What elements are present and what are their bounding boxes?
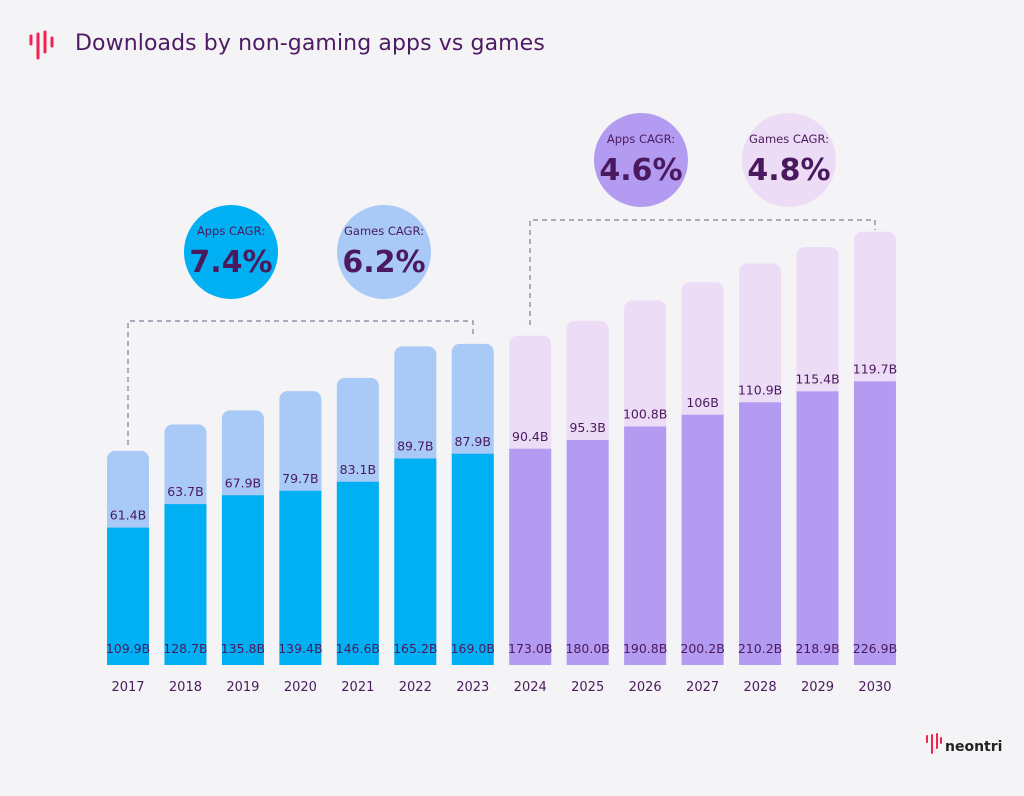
label-games-2021: 83.1B — [340, 462, 376, 477]
label-apps-2017: 109.9B — [106, 641, 150, 656]
label-apps-2020: 139.4B — [278, 641, 322, 656]
cagr-value-historic_games: 6.2% — [342, 245, 425, 280]
neontri-logo-icon — [28, 30, 58, 66]
cagr-label-historic_apps: Apps CAGR: — [197, 224, 265, 238]
cagr-value-historic_apps: 7.4% — [189, 245, 272, 280]
neontri-mark-icon — [926, 733, 942, 754]
x-tick-2019: 2019 — [226, 680, 259, 695]
cagr-label-forecast_games: Games CAGR: — [749, 132, 829, 146]
label-apps-2029: 218.9B — [795, 641, 839, 656]
label-games-2026: 100.8B — [623, 407, 667, 422]
x-tick-2020: 2020 — [284, 680, 317, 695]
bar-apps-2021 — [336, 481, 379, 665]
label-games-2024: 90.4B — [512, 429, 548, 444]
bar-apps-2027 — [681, 414, 724, 665]
cagr-circle-forecast_apps — [594, 113, 688, 207]
label-games-2025: 95.3B — [569, 420, 605, 435]
label-games-2017: 61.4B — [110, 508, 146, 523]
cagr-label-forecast_apps: Apps CAGR: — [607, 132, 675, 146]
label-games-2020: 79.7B — [282, 471, 318, 486]
label-apps-2028: 210.2B — [738, 641, 782, 656]
bar-apps-2025 — [566, 440, 609, 665]
bar-apps-2020 — [279, 490, 322, 665]
label-apps-2030: 226.9B — [853, 641, 897, 656]
cagr-circle-historic_apps — [184, 205, 278, 299]
bar-apps-2029 — [796, 391, 839, 665]
cagr-value-forecast_games: 4.8% — [747, 153, 830, 188]
x-tick-2022: 2022 — [399, 680, 432, 695]
label-games-2023: 87.9B — [455, 434, 491, 449]
x-tick-2021: 2021 — [341, 680, 374, 695]
x-tick-2024: 2024 — [514, 680, 547, 695]
x-tick-2023: 2023 — [456, 680, 489, 695]
bar-apps-2022 — [394, 458, 437, 665]
bar-apps-2017 — [107, 527, 149, 665]
label-apps-2019: 135.8B — [221, 641, 265, 656]
label-apps-2021: 146.6B — [336, 641, 380, 656]
x-tick-2017: 2017 — [111, 680, 144, 695]
bar-apps-2024 — [509, 448, 552, 665]
x-tick-2029: 2029 — [801, 680, 834, 695]
label-games-2029: 115.4B — [795, 371, 839, 386]
brand-name: neontri — [945, 739, 1003, 755]
cagr-circle-historic_games — [337, 205, 431, 299]
cagr-circle-forecast_games — [742, 113, 836, 207]
label-apps-2024: 173.0B — [508, 641, 552, 656]
label-games-2028: 110.9B — [738, 382, 782, 397]
bracket-forecast — [529, 219, 876, 325]
cagr-value-forecast_apps: 4.6% — [599, 153, 682, 188]
label-apps-2026: 190.8B — [623, 641, 667, 656]
bar-apps-2026 — [624, 426, 667, 665]
chart-title: Downloads by non-gaming apps vs games — [75, 31, 545, 56]
x-tick-2018: 2018 — [169, 680, 202, 695]
x-tick-2025: 2025 — [571, 680, 604, 695]
label-games-2019: 67.9B — [225, 475, 261, 490]
label-apps-2018: 128.7B — [163, 641, 207, 656]
brand-logo: neontri — [925, 733, 1002, 755]
label-apps-2023: 169.0B — [451, 641, 495, 656]
x-tick-2027: 2027 — [686, 680, 719, 695]
label-games-2022: 89.7B — [397, 439, 433, 454]
bar-apps-2023 — [451, 453, 494, 665]
cagr-label-historic_games: Games CAGR: — [344, 224, 424, 238]
label-games-2027: 106B — [686, 395, 718, 410]
x-tick-2026: 2026 — [629, 680, 662, 695]
label-apps-2027: 200.2B — [680, 641, 724, 656]
bar-apps-2019 — [221, 495, 264, 665]
label-games-2030: 119.7B — [853, 361, 897, 376]
bar-apps-2028 — [739, 402, 782, 665]
x-tick-2028: 2028 — [744, 680, 777, 695]
label-apps-2022: 165.2B — [393, 641, 437, 656]
x-tick-2030: 2030 — [858, 680, 891, 695]
label-games-2018: 63.7B — [167, 484, 203, 499]
bar-apps-2030 — [853, 381, 896, 665]
bar-apps-2018 — [164, 504, 207, 665]
label-apps-2025: 180.0B — [565, 641, 609, 656]
